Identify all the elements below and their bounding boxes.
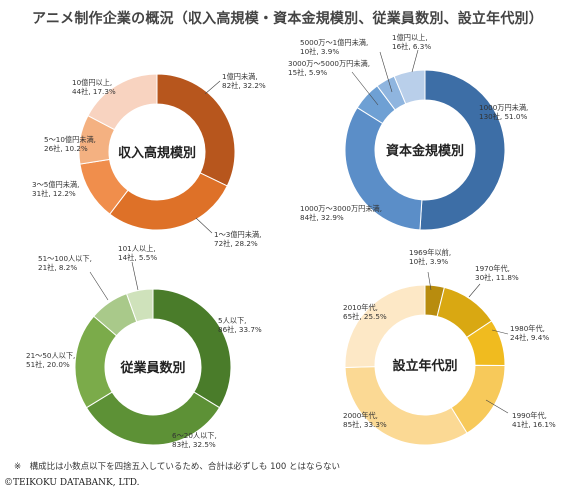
employees-slice-5-label: 101人以上,	[118, 244, 156, 253]
revenue-slice-3-label: 3～5億円未満,	[32, 180, 79, 189]
capital-leader-5	[411, 49, 419, 73]
founded-slice-2-label: 1970年代,	[475, 264, 510, 273]
revenue-slice-1-value: 82社, 32.2%	[222, 81, 266, 90]
capital-slice-5-label: 1億円以上,	[392, 33, 428, 42]
capital-slice-1-label: 1000万円未満,	[479, 103, 528, 112]
revenue-slice-2-value: 72社, 28.2%	[214, 239, 258, 248]
founded-slice-6-value: 65社, 25.5%	[343, 312, 387, 321]
revenue-slice-3-value: 31社, 12.2%	[32, 189, 76, 198]
revenue-slice-1	[156, 73, 236, 187]
capital-slice-2-label: 1000万～3000万円未満,	[300, 204, 382, 213]
revenue-leader-2	[195, 217, 213, 234]
capital-slice-2	[344, 106, 423, 231]
capital-slice-3-value: 15社, 5.9%	[288, 68, 327, 77]
founded-leader-3	[491, 329, 509, 335]
revenue-slice-5-value: 44社, 17.3%	[72, 87, 116, 96]
capital-leader-3	[351, 71, 379, 106]
employees-slice-1-label: 5人以下,	[218, 316, 246, 325]
founded-slice-6-label: 2010年代,	[343, 303, 378, 312]
founded-slice-2-value: 30社, 11.8%	[475, 273, 519, 282]
employees-leader-5	[131, 261, 139, 291]
founded-slice-3-value: 24社, 9.4%	[510, 333, 549, 342]
employees-slice-1	[152, 288, 232, 409]
revenue-slice-4-label: 5～10億円未満,	[44, 135, 96, 144]
founded-slice-4-value: 41社, 16.1%	[512, 420, 556, 429]
revenue-slice-2-label: 1～3億円未満,	[214, 230, 261, 239]
employees-chart-title: 従業員数別	[119, 360, 185, 376]
founded-leader-1	[427, 271, 432, 291]
capital-slice-4-value: 10社, 3.9%	[300, 47, 339, 56]
founded-slice-1-value: 10社, 3.9%	[409, 257, 448, 266]
revenue-slice-5-label: 10億円以上,	[72, 78, 112, 87]
capital-chart-title: 資本金規模別	[386, 143, 464, 159]
revenue-leader-1	[204, 80, 221, 95]
founded-slice-3-label: 1980年代,	[510, 324, 545, 333]
employees-slice-4-value: 21社, 8.2%	[38, 263, 77, 272]
revenue-slice-4-value: 26社, 10.2%	[44, 144, 88, 153]
employees-slice-5	[125, 288, 154, 323]
founded-slice-5-value: 85社, 33.3%	[343, 420, 387, 429]
capital-slice-3-label: 3000万～5000万円未満,	[288, 59, 370, 68]
founded-slice-6	[344, 284, 426, 369]
revenue-slice-2	[109, 172, 228, 231]
revenue-slice-1-label: 1億円未満,	[222, 72, 258, 81]
employees-leader-4	[89, 271, 109, 301]
capital-leader-4	[379, 51, 393, 93]
copyright: ©TEIKOKU DATABANK, LTD.	[4, 478, 140, 488]
capital-slice-1-value: 130社, 51.0%	[479, 112, 527, 121]
employees-slice-2-value: 83社, 32.5%	[172, 440, 216, 449]
employees-slice-2	[85, 391, 221, 446]
employees-slice-5-value: 14社, 5.5%	[118, 253, 157, 262]
capital-slice-2-value: 84社, 32.9%	[300, 213, 344, 222]
employees-slice-2-label: 6～20人以下,	[172, 431, 217, 440]
revenue-slice-5	[87, 73, 158, 131]
employees-slice-3-label: 21～50人以下,	[26, 351, 75, 360]
page-title: アニメ制作企業の概況（収入高規模・資本金規模別、従業員数別、設立年代別）	[32, 11, 543, 27]
founded-slice-5	[344, 366, 468, 446]
footnote: ※ 構成比は小数点以下を四捨五入しているため、合計は必ずしも 100 とはならな…	[14, 462, 340, 472]
founded-leader-4	[485, 399, 509, 414]
founded-slice-5-label: 2000年代,	[343, 411, 378, 420]
revenue-chart-title: 収入高規模別	[118, 145, 196, 161]
founded-leader-2	[468, 283, 481, 298]
employees-slice-3-value: 51社, 20.0%	[26, 360, 70, 369]
capital-slice-5-value: 16社, 6.3%	[392, 42, 431, 51]
employees-slice-4-label: 51～100人以下,	[38, 254, 92, 263]
capital-slice-4-label: 5000万～1億円未満,	[300, 38, 368, 47]
capital-slice-1	[419, 69, 506, 231]
capital-slice-5	[393, 69, 426, 105]
founded-chart-title: 設立年代別	[392, 358, 457, 374]
founded-slice-1-label: 1969年以前,	[409, 248, 451, 257]
employees-slice-1-value: 86社, 33.7%	[218, 325, 262, 334]
founded-slice-4-label: 1990年代,	[512, 411, 547, 420]
